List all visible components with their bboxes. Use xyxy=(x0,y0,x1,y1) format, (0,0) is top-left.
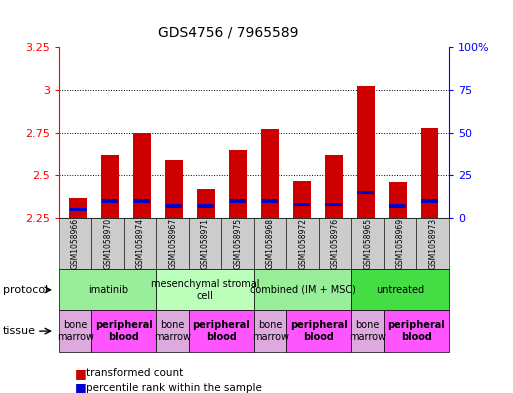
Bar xyxy=(261,129,279,218)
Text: untreated: untreated xyxy=(376,285,424,295)
Bar xyxy=(133,133,151,218)
Text: GSM1058976: GSM1058976 xyxy=(331,218,340,269)
Text: GSM1058967: GSM1058967 xyxy=(168,218,177,269)
Bar xyxy=(325,155,343,218)
Bar xyxy=(229,150,247,218)
Text: GSM1058965: GSM1058965 xyxy=(363,218,372,269)
Text: ■: ■ xyxy=(74,367,86,380)
Text: peripheral
blood: peripheral blood xyxy=(290,320,348,342)
Bar xyxy=(325,202,342,206)
Text: bone
marrow: bone marrow xyxy=(252,320,289,342)
Bar xyxy=(230,199,246,203)
Text: mesenchymal stromal
cell: mesenchymal stromal cell xyxy=(151,279,260,301)
Text: GSM1058966: GSM1058966 xyxy=(71,218,80,269)
Bar xyxy=(134,199,150,203)
Text: peripheral
blood: peripheral blood xyxy=(192,320,250,342)
Bar xyxy=(389,182,406,218)
Bar xyxy=(197,189,215,218)
Text: GSM1058968: GSM1058968 xyxy=(266,218,274,269)
Text: peripheral
blood: peripheral blood xyxy=(95,320,153,342)
Bar xyxy=(69,198,87,218)
Text: GSM1058972: GSM1058972 xyxy=(298,218,307,269)
Bar xyxy=(70,208,87,211)
Bar xyxy=(421,127,439,218)
Text: GSM1058975: GSM1058975 xyxy=(233,218,242,269)
Bar xyxy=(102,155,119,218)
Text: bone
marrow: bone marrow xyxy=(349,320,386,342)
Bar xyxy=(357,86,374,218)
Text: protocol: protocol xyxy=(3,285,48,295)
Text: tissue: tissue xyxy=(3,326,35,336)
Text: bone
marrow: bone marrow xyxy=(57,320,94,342)
Bar xyxy=(102,199,119,203)
Text: GDS4756 / 7965589: GDS4756 / 7965589 xyxy=(158,26,299,40)
Text: GSM1058973: GSM1058973 xyxy=(428,218,437,269)
Bar xyxy=(166,204,183,208)
Bar xyxy=(165,160,183,218)
Bar xyxy=(262,199,278,203)
Bar xyxy=(293,180,311,218)
Text: transformed count: transformed count xyxy=(86,368,184,378)
Text: peripheral
blood: peripheral blood xyxy=(387,320,445,342)
Text: combined (IM + MSC): combined (IM + MSC) xyxy=(250,285,356,295)
Text: imatinib: imatinib xyxy=(88,285,128,295)
Text: percentile rank within the sample: percentile rank within the sample xyxy=(86,383,262,393)
Bar xyxy=(198,204,214,208)
Text: bone
marrow: bone marrow xyxy=(154,320,191,342)
Text: GSM1058970: GSM1058970 xyxy=(103,218,112,269)
Text: ■: ■ xyxy=(74,381,86,393)
Bar xyxy=(421,199,438,203)
Bar xyxy=(358,191,374,195)
Text: GSM1058969: GSM1058969 xyxy=(396,218,405,269)
Text: GSM1058971: GSM1058971 xyxy=(201,218,210,269)
Bar xyxy=(293,202,310,206)
Text: GSM1058974: GSM1058974 xyxy=(136,218,145,269)
Bar xyxy=(389,204,406,208)
